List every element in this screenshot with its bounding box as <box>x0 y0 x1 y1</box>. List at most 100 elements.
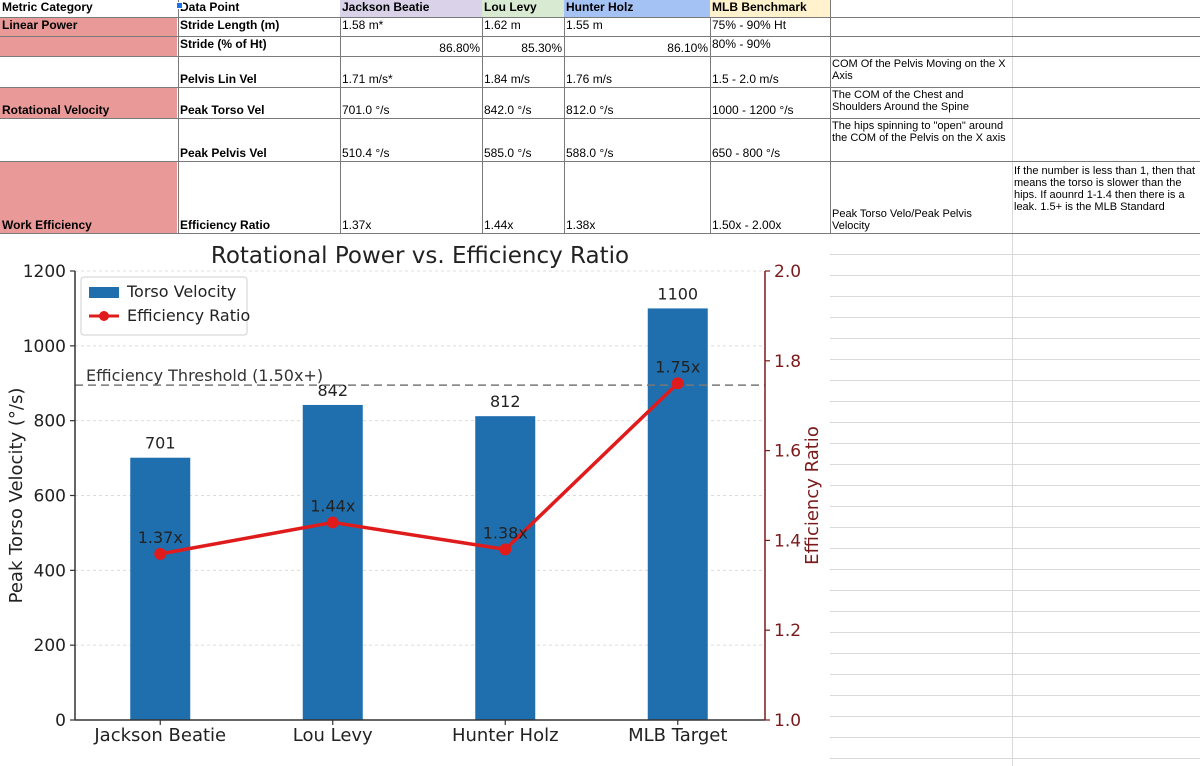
category-rotational-velocity[interactable]: Rotational Velocity <box>0 88 177 118</box>
efficiency-label-2: 1.44x <box>310 496 355 515</box>
jackson-efficiency[interactable]: 1.37x <box>342 218 372 232</box>
label-peak-pelvis[interactable]: Peak Pelvis Vel <box>180 146 267 160</box>
mlb-peak-pelvis[interactable]: 650 - 800 °/s <box>712 146 781 160</box>
bar-label-1: 701 <box>145 434 176 453</box>
note-pelvis-lin[interactable]: COM Of the Pelvis Moving on the X Axis <box>832 58 1006 82</box>
legend-label-efficiency: Efficiency Ratio <box>127 306 250 325</box>
grid-row-line <box>0 161 1200 162</box>
note-efficiency[interactable]: Peak Torso Velo/Peak Pelvis Velocity <box>832 208 972 232</box>
right-tick-label: 2.0 <box>774 262 801 282</box>
grid-row-line <box>830 443 1200 444</box>
label-peak-torso[interactable]: Peak Torso Vel <box>180 103 265 117</box>
note-peak-pelvis[interactable]: The hips spinning to "open" around the C… <box>832 120 1006 144</box>
label-stride-pct[interactable]: Stride (% of Ht) <box>180 37 267 51</box>
right-tick-label: 1.2 <box>774 621 801 641</box>
mlb-stride-length[interactable]: 75% - 90% Ht <box>712 18 787 32</box>
grid-row-line <box>830 296 1200 297</box>
chart-axes: 0 200 400 600 800 1000 1200 1.0 1.2 1.4 1.6 1.8 2.0 J… <box>6 262 823 746</box>
grid-row-line <box>0 87 1200 88</box>
grid-row-line <box>830 653 1200 654</box>
hunter-stride-length[interactable]: 1.55 m <box>566 18 603 32</box>
label-stride-length[interactable]: Stride Length (m) <box>180 18 280 32</box>
grid-column-line <box>178 0 179 234</box>
lou-efficiency[interactable]: 1.44x <box>484 218 514 232</box>
mlb-stride-pct[interactable]: 80% - 90% <box>712 37 771 51</box>
category-linear-power[interactable]: Linear Power <box>0 18 177 36</box>
bar-1 <box>130 457 191 720</box>
mlb-efficiency[interactable]: 1.50x - 2.00x <box>712 218 782 232</box>
lou-stride-pct[interactable]: 85.30% <box>521 41 562 55</box>
note-peak-torso[interactable]: The COM of the Chest and Shoulders Aroun… <box>832 89 969 113</box>
jackson-stride-pct[interactable]: 86.80% <box>439 41 480 55</box>
y-axis-label: Peak Torso Velocity (°/s) <box>6 388 27 604</box>
header-metric-category[interactable]: Metric Category <box>2 0 93 14</box>
line-series <box>154 377 684 560</box>
jackson-peak-pelvis[interactable]: 510.4 °/s <box>342 146 390 160</box>
jackson-stride-length[interactable]: 1.58 m* <box>342 18 384 32</box>
grid-row-line <box>0 17 1200 18</box>
hunter-peak-pelvis[interactable]: 588.0 °/s <box>566 146 614 160</box>
grid-row-line <box>830 716 1200 717</box>
right-tick-label: 1.8 <box>774 352 801 372</box>
header-lou[interactable]: Lou Levy <box>482 0 564 17</box>
left-tick-label: 0 <box>55 711 66 731</box>
grid-row-line <box>830 611 1200 612</box>
grid-row-line <box>830 254 1200 255</box>
grid-row-line <box>830 590 1200 591</box>
x-tick-label: Jackson Beatie <box>93 725 226 746</box>
lou-pelvis-lin[interactable]: 1.84 m/s <box>484 72 531 86</box>
bar-series <box>130 308 708 720</box>
category-work-efficiency[interactable]: Work Efficiency <box>0 162 177 233</box>
header-mlb[interactable]: MLB Benchmark <box>710 0 830 17</box>
threshold-label: Efficiency Threshold (1.50x+) <box>86 366 323 385</box>
grid-row-line <box>0 56 1200 57</box>
legend-swatch-torso <box>89 287 119 298</box>
label-efficiency[interactable]: Efficiency Ratio <box>180 218 271 232</box>
header-jackson[interactable]: Jackson Beatie <box>340 0 482 17</box>
lou-peak-torso[interactable]: 842.0 °/s <box>484 103 532 117</box>
efficiency-point-1 <box>154 547 167 560</box>
hunter-peak-torso[interactable]: 812.0 °/s <box>566 103 614 117</box>
grid-row-line <box>830 422 1200 423</box>
grid-row-line <box>830 275 1200 276</box>
header-data-point[interactable]: Data Point <box>180 0 240 14</box>
grid-row-line <box>830 527 1200 528</box>
category-linear-fill[interactable] <box>0 37 177 56</box>
left-tick-label: 1000 <box>23 337 66 357</box>
grid-row-line <box>830 380 1200 381</box>
x-tick-label: Lou Levy <box>293 725 373 746</box>
lou-peak-pelvis[interactable]: 585.0 °/s <box>484 146 532 160</box>
grid-column-line <box>710 0 711 234</box>
note-efficiency-explanation[interactable]: If the number is less than 1, then that … <box>1014 165 1195 213</box>
bar-label-3: 812 <box>490 392 521 411</box>
jackson-pelvis-lin[interactable]: 1.71 m/s* <box>342 72 393 86</box>
left-tick-label: 200 <box>34 636 66 656</box>
hunter-efficiency[interactable]: 1.38x <box>566 218 596 232</box>
grid-row-line <box>0 233 1200 234</box>
bar-4 <box>647 308 708 720</box>
grid-row-line <box>830 485 1200 486</box>
bar-2 <box>302 404 363 720</box>
lou-stride-length[interactable]: 1.62 m <box>484 18 521 32</box>
header-hunter[interactable]: Hunter Holz <box>564 0 710 17</box>
grid-row-line <box>830 401 1200 402</box>
grid-row-line <box>830 317 1200 318</box>
grid-column-line <box>482 0 483 234</box>
jackson-peak-torso[interactable]: 701.0 °/s <box>342 103 390 117</box>
chart-image[interactable]: 701 842 812 1100 Efficiency Threshold (1.50… <box>0 237 830 766</box>
selection-handle[interactable] <box>176 2 183 9</box>
chart-legend: Torso Velocity Efficiency Ratio <box>80 276 250 336</box>
hunter-pelvis-lin[interactable]: 1.76 m/s <box>566 72 613 86</box>
x-tick-label: Hunter Holz <box>452 725 559 746</box>
hunter-stride-pct[interactable]: 86.10% <box>667 41 708 55</box>
right-tick-label: 1.0 <box>774 711 801 731</box>
grid-row-line <box>830 506 1200 507</box>
mlb-pelvis-lin[interactable]: 1.5 - 2.0 m/s <box>712 72 779 86</box>
grid-row-line <box>830 695 1200 696</box>
mlb-peak-torso[interactable]: 1000 - 1200 °/s <box>712 103 794 117</box>
grid-row-line <box>830 632 1200 633</box>
right-tick-label: 1.6 <box>774 442 801 462</box>
label-pelvis-lin[interactable]: Pelvis Lin Vel <box>180 72 257 86</box>
